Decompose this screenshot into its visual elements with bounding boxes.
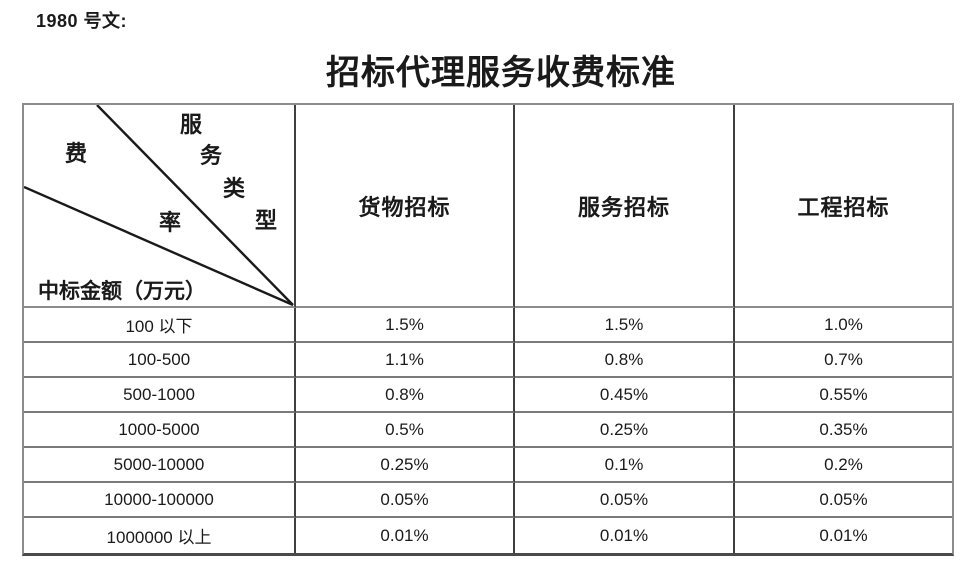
row-amount-cell: 1000000 以上 <box>24 518 296 553</box>
fee-value-cell: 0.05% <box>296 483 515 518</box>
fee-value-cell: 0.01% <box>819 525 868 545</box>
column-header-engineering: 工程招标 <box>735 105 952 308</box>
corner-row-axis-label: 中标金额（万元） <box>38 278 206 303</box>
row-amount-cell: 100-500 <box>24 343 296 378</box>
fee-value-cell: 0.35% <box>735 413 952 448</box>
row-amount-cell: 100 以下 <box>24 308 296 343</box>
row-amount-cell: 10000-100000 <box>24 483 296 518</box>
fee-standard-table: 服 务 类 型 费 率 中标金额（万元） 货物招标 服务招标 工程招标 100 … <box>22 103 954 556</box>
fee-value-cell: 0.45% <box>515 378 735 413</box>
table-corner-cell: 服 务 类 型 费 率 中标金额（万元） <box>24 105 296 308</box>
fee-value-cell: 0.25% <box>296 448 515 483</box>
corner-label-service-char: 型 <box>255 208 278 234</box>
fee-value-cell: 0.25% <box>515 413 735 448</box>
corner-label-service-char: 务 <box>200 143 223 169</box>
fee-value-cell: 0.1% <box>515 448 735 483</box>
fee-value-cell: 0.55% <box>735 378 952 413</box>
diagonal-divider-lines <box>24 105 294 306</box>
document-ref-label: 1980 号文: <box>36 11 128 31</box>
fee-value-cell: 0.05% <box>515 483 735 518</box>
fee-value-cell: 0.05% <box>735 483 952 518</box>
fee-value-cell: 0.01% <box>515 518 735 553</box>
row-amount-cell: 1000-5000 <box>24 413 296 448</box>
corner-label-service-char: 服 <box>180 112 203 138</box>
fee-value-cell: 0.7% <box>735 343 952 378</box>
page-title: 招标代理服务收费标准 <box>326 53 676 93</box>
column-header-service: 服务招标 <box>515 105 735 308</box>
corner-label-service-char: 类 <box>223 176 246 202</box>
fee-value-cell: 0.8% <box>296 378 515 413</box>
column-header-goods: 货物招标 <box>296 105 515 308</box>
fee-value-cell: 1.0% <box>735 308 952 343</box>
row-amount-cell: 500-1000 <box>24 378 296 413</box>
fee-value-cell: 0.8% <box>515 343 735 378</box>
fee-value-cell: 0.2% <box>735 448 952 483</box>
fee-value-cell: 1.1% <box>296 343 515 378</box>
fee-value-cell: 1.5% <box>515 308 735 343</box>
corner-label-rate-char: 率 <box>159 210 182 236</box>
corner-label-rate-char: 费 <box>65 141 88 167</box>
fee-value-cell: 1.5% <box>296 308 515 343</box>
row-amount-cell: 5000-10000 <box>24 448 296 483</box>
fee-value-cell: 0.5% <box>296 413 515 448</box>
fee-value-cell: 0.01% <box>296 518 515 553</box>
